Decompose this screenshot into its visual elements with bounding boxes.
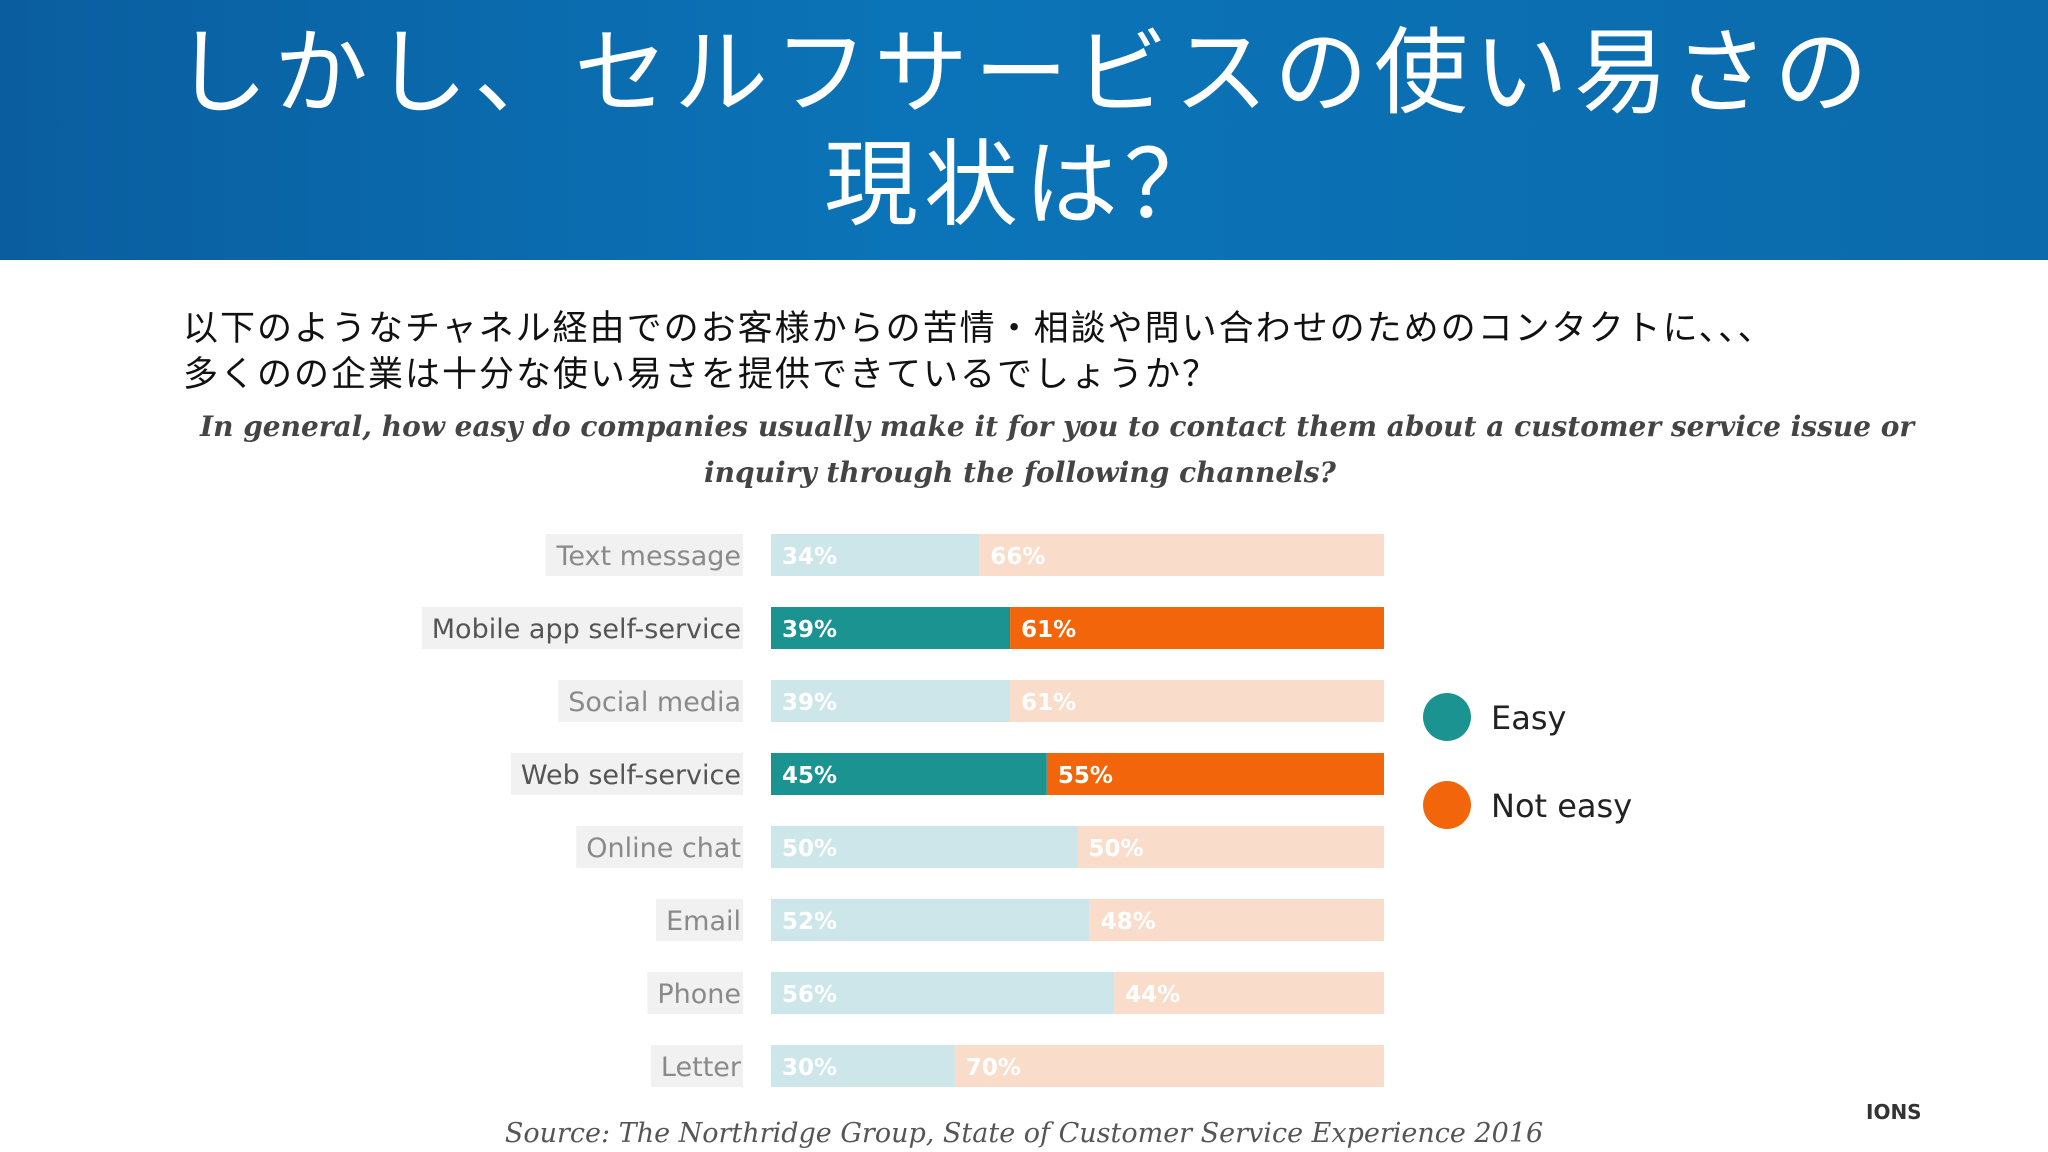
category-label: Web self-service [521,760,741,791]
category-label-background [421,607,743,649]
bar-not-easy [1010,680,1384,722]
legend-marker-easy [1423,693,1471,741]
value-label-not-easy: 50% [1089,836,1144,862]
slide-title-line-2: 現状は？ [823,131,1224,240]
bar-not-easy [1114,972,1384,1014]
value-label-not-easy: 70% [966,1055,1021,1081]
title-banner [0,0,2048,260]
category-label-background [558,680,743,722]
bar-not-easy [1089,899,1384,941]
slide-title-line-1: しかし、セルフサービスの使い易さの [173,19,1874,128]
category-label-background [510,753,743,795]
bar-easy [771,753,1047,795]
value-label-easy: 34% [782,544,837,570]
intro-line-1: 以下のようなチャネル経由でのお客様からの苦情・相談や問い合わせのためのコンタクト… [183,309,1775,349]
chart-source: Source: The Northridge Group, State of C… [504,1118,1544,1149]
category-label: Letter [661,1052,742,1083]
bar-not-easy [1010,607,1384,649]
category-label-background [647,972,743,1014]
brand-mark: IONS [1866,1100,1922,1124]
value-label-not-easy: 48% [1101,909,1156,935]
bar-easy [771,1045,955,1087]
category-label: Phone [657,979,741,1010]
slide-title: しかし、セルフサービスの使い易さの 現状は？ [0,18,2048,242]
bar-easy [771,607,1011,649]
bar-not-easy [954,1045,1384,1087]
value-label-easy: 56% [782,982,837,1008]
bar-easy [771,899,1090,941]
value-label-not-easy: 55% [1058,763,1113,789]
bar-easy [771,680,1011,722]
value-label-not-easy: 66% [990,544,1045,570]
value-label-not-easy: 61% [1021,690,1076,716]
category-label-background [650,1045,743,1087]
value-label-not-easy: 61% [1021,617,1076,643]
legend-label-not-easy: Not easy [1491,787,1632,825]
intro-text: 以下のようなチャネル経由でのお客様からの苦情・相談や問い合わせのためのコンタクト… [183,306,1883,398]
legend-marker-not-easy [1423,781,1471,829]
category-label-background [576,826,743,868]
chart-title-line-1: In general, how easy do companies usuall… [200,410,1915,443]
value-label-easy: 52% [782,909,837,935]
bar-not-easy [1046,753,1384,795]
category-label-background [656,899,743,941]
bar-easy [771,826,1078,868]
value-label-easy: 30% [782,1055,837,1081]
legend-label-easy: Easy [1491,699,1566,737]
value-label-not-easy: 44% [1125,982,1180,1008]
category-label: Text message [555,541,741,572]
value-label-easy: 50% [782,836,837,862]
bar-not-easy [1077,826,1384,868]
chart-title-line-2: inquiry through the following channels? [704,456,1336,489]
value-label-easy: 39% [782,690,837,716]
category-label: Social media [568,687,741,718]
category-label-background [545,534,743,576]
chart-title: In general, how easy do companies usuall… [200,404,1915,496]
category-label: Email [666,906,741,937]
category-label: Mobile app self-service [432,614,741,645]
category-label: Online chat [586,833,741,864]
bar-easy [771,972,1115,1014]
bar-easy [771,534,980,576]
bar-not-easy [979,534,1384,576]
value-label-easy: 39% [782,617,837,643]
intro-line-2: 多くのの企業は十分な使い易さを提供できているでしょうか？ [183,355,1220,395]
value-label-easy: 45% [782,763,837,789]
